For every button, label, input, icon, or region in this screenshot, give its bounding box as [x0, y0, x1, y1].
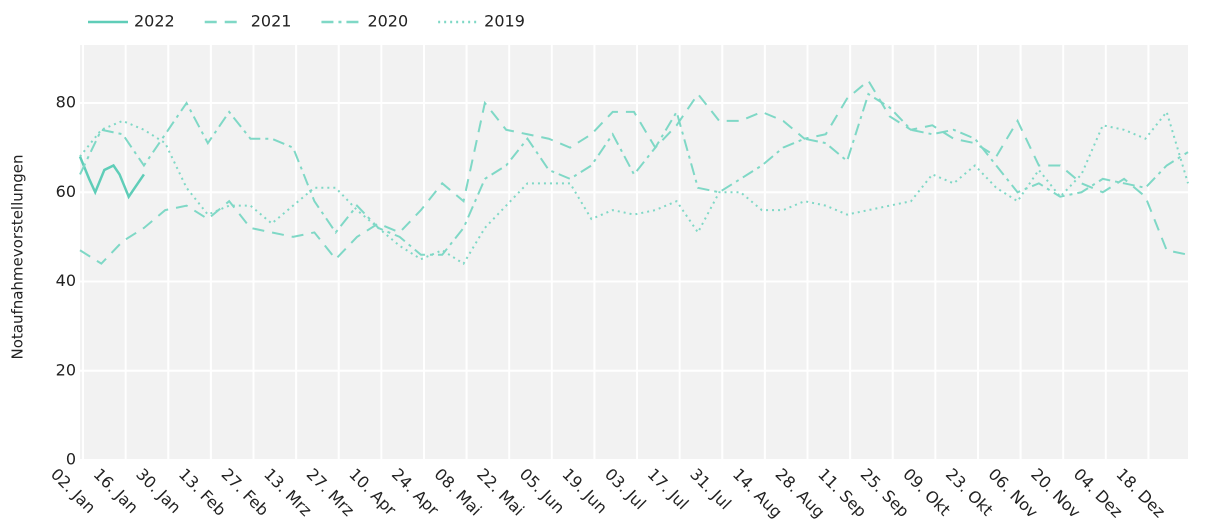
x-tick-label: 30. Jan: [132, 465, 184, 517]
y-tick-label: 80: [56, 93, 76, 112]
legend-item: 2022: [88, 12, 175, 31]
series-line: [79, 92, 1189, 256]
y-tick-label: 40: [56, 271, 76, 290]
x-tick-label: 31. Jul: [686, 465, 735, 514]
y-tick-label: 20: [56, 360, 76, 379]
legend-item: 2020: [321, 12, 408, 31]
y-axis-label: Notaufnahmevorstellungen: [9, 154, 27, 359]
y-tick-label: 0: [66, 450, 76, 469]
y-tick-label: 60: [56, 182, 76, 201]
x-tick-label: 16. Jan: [90, 465, 142, 517]
plot-area: [80, 45, 1188, 460]
x-tick-label: 02. Jan: [47, 465, 99, 517]
legend-item: 2019: [438, 12, 525, 31]
legend-label: 2020: [367, 12, 408, 31]
x-tick-label: 19. Jun: [558, 465, 611, 518]
x-tick-label: 17. Jul: [644, 465, 693, 514]
legend-label: 2021: [251, 12, 292, 31]
series-line: [79, 109, 1189, 266]
legend-label: 2022: [134, 12, 175, 31]
legend-label: 2019: [484, 12, 525, 31]
series-line: [79, 79, 1189, 265]
legend-item: 2021: [204, 12, 292, 31]
series-line: [78, 156, 145, 200]
